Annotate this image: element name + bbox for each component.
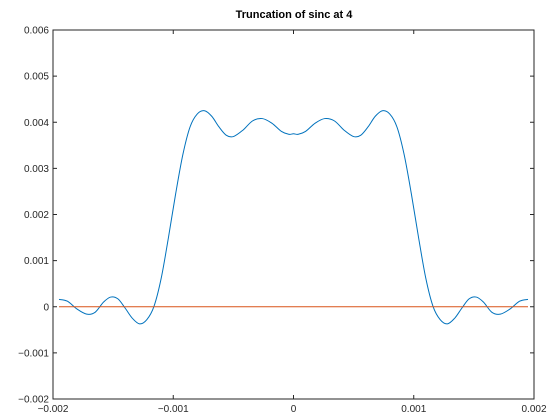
- plot-frame: [53, 30, 534, 399]
- x-tick-label: 0: [291, 404, 297, 415]
- y-tick-label: 0: [43, 302, 49, 313]
- chart-title: Truncation of sinc at 4: [236, 9, 354, 21]
- x-tick-label: −0.001: [158, 404, 189, 415]
- x-tick-label: 0.001: [401, 404, 426, 415]
- x-tick-label: −0.002: [38, 404, 69, 415]
- y-tick-label: 0.003: [24, 164, 49, 175]
- y-tick-label: −0.002: [18, 395, 49, 406]
- y-tick-label: 0.005: [24, 72, 49, 83]
- x-tick-label: 0.002: [521, 404, 546, 415]
- y-tick-label: −0.001: [18, 348, 49, 359]
- y-tick-label: 0.001: [24, 256, 49, 267]
- y-tick-label: 0.002: [24, 210, 49, 221]
- y-tick-label: 0.004: [24, 118, 49, 129]
- y-tick-label: 0.006: [24, 26, 49, 37]
